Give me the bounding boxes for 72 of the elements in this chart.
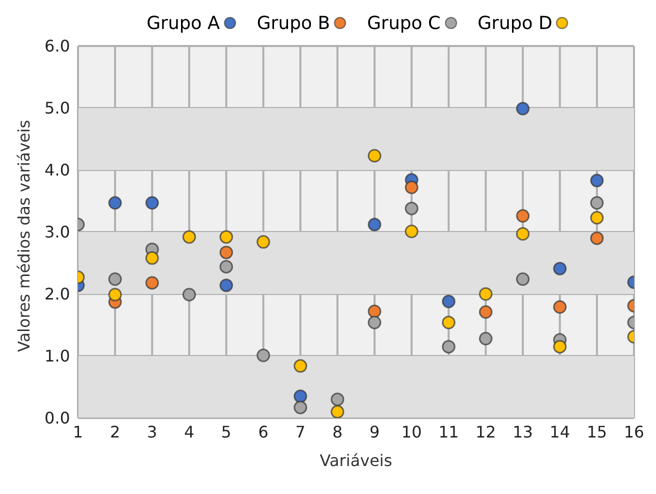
point <box>590 196 604 210</box>
y-tick-label: 0.0 <box>44 408 70 428</box>
x-tick-label: 16 <box>624 422 644 442</box>
x-tick-label: 13 <box>512 422 533 442</box>
legend-label: Grupo B <box>256 12 330 34</box>
point <box>108 196 122 210</box>
x-tick-label: 1 <box>72 422 84 442</box>
legend-label: Grupo A <box>146 12 220 34</box>
point <box>404 202 418 216</box>
point <box>516 102 530 116</box>
point <box>553 300 567 314</box>
point <box>478 287 492 301</box>
y-axis-title: Valores médios das variáveis <box>14 120 34 352</box>
x-axis-title: Variáveis <box>320 451 392 470</box>
point <box>220 278 234 292</box>
point <box>590 210 604 224</box>
point <box>294 359 308 373</box>
point <box>145 276 159 290</box>
point <box>182 230 196 244</box>
point <box>442 294 456 308</box>
point <box>442 340 456 354</box>
point <box>590 231 604 245</box>
y-tick-label: 4.0 <box>44 160 70 180</box>
x-tick-label: 12 <box>476 422 496 442</box>
x-tick-label: 10 <box>401 422 422 442</box>
point <box>294 390 308 404</box>
x-tick-label: 14 <box>550 422 570 442</box>
point <box>256 235 270 249</box>
x-tick-label: 5 <box>221 422 232 442</box>
point <box>368 218 382 232</box>
point <box>478 305 492 319</box>
x-tick-label: 7 <box>295 422 306 442</box>
point <box>368 148 382 162</box>
x-tick-label: 11 <box>438 422 459 442</box>
point <box>368 316 382 330</box>
x-tick-label: 2 <box>110 422 120 442</box>
point <box>220 260 234 274</box>
point <box>516 227 530 241</box>
point <box>108 288 122 302</box>
x-tick-label: 15 <box>586 422 608 442</box>
x-tick-label: 6 <box>258 422 268 442</box>
x-tick-label: 3 <box>147 422 158 442</box>
point <box>368 304 382 318</box>
point <box>182 288 196 302</box>
y-tick-label: 3.0 <box>44 222 70 242</box>
point <box>294 400 308 414</box>
legend-label: Grupo D <box>478 12 552 34</box>
y-tick-label: 1.0 <box>44 346 70 366</box>
point <box>478 332 492 346</box>
legend-label: Grupo C <box>367 12 441 34</box>
y-tick-label: 5.0 <box>44 98 70 118</box>
point <box>330 405 344 418</box>
x-tick-label: 9 <box>369 422 380 442</box>
point <box>590 174 604 188</box>
point <box>220 230 234 244</box>
point <box>516 209 530 223</box>
x-tick-label: 4 <box>184 422 194 442</box>
point <box>516 272 530 286</box>
point <box>256 348 270 362</box>
point <box>145 196 159 210</box>
point <box>145 251 159 265</box>
y-tick-label: 6.0 <box>44 36 70 56</box>
point <box>404 224 418 238</box>
point <box>108 272 122 286</box>
point <box>553 262 567 276</box>
point <box>553 340 567 354</box>
point <box>404 180 418 194</box>
point <box>220 246 234 260</box>
x-tick-label: 8 <box>332 422 343 442</box>
y-tick-label: 2.0 <box>44 284 70 304</box>
point <box>442 316 456 330</box>
point <box>330 392 344 406</box>
